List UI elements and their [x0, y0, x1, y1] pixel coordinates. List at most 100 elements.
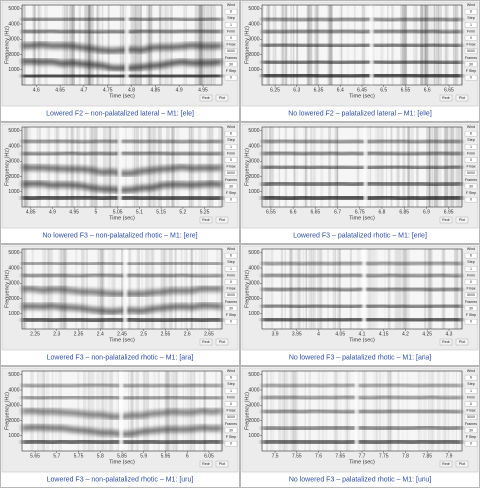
side-button-label: 6 [230, 254, 232, 258]
side-button-label: Fmin [227, 29, 235, 33]
y-tick-label: 5000 [8, 372, 19, 378]
side-button-label: 0 [230, 402, 232, 406]
spectrogram-texture [22, 249, 222, 329]
x-tick-label: 6.65 [444, 87, 454, 93]
y-tick-label: 1000 [248, 189, 259, 195]
side-button-label: Step [227, 260, 234, 264]
formant-band [262, 441, 462, 443]
formant-band [262, 31, 462, 33]
x-tick-label: 6.55 [401, 87, 411, 93]
side-button-label: F Step [226, 313, 237, 317]
side-button-label: 1 [230, 389, 232, 393]
formant-band [22, 153, 222, 155]
side-button-label: 0 [230, 158, 232, 162]
x-tick-label: 4.25 [422, 331, 432, 337]
caption: Lowered F2 – non-palatalized lateral – M… [46, 110, 194, 117]
closure-gap [123, 249, 127, 329]
side-button-label: 30 [229, 428, 233, 432]
side-button-label: 0 [230, 280, 232, 284]
x-tick-label: 4.65 [55, 87, 65, 93]
x-tick-label: 2.5 [140, 331, 147, 337]
side-button-label: 30 [469, 428, 473, 432]
x-tick-label: 5.95 [161, 453, 171, 459]
side-button-label: 0 [470, 280, 472, 284]
side-button-label: Fmax [467, 165, 476, 169]
x-tick-label: 6.75 [355, 209, 365, 215]
side-button-label: Fmax [467, 409, 476, 413]
x-tick-label: 6.65 [310, 209, 320, 215]
formant-band [262, 263, 462, 265]
y-tick-label: 5000 [248, 372, 259, 378]
side-button-label: F Step [466, 191, 477, 195]
y-axis-label: Frequency (Hz) [4, 148, 10, 186]
side-button-label: Fmax [227, 43, 236, 47]
side-button-label: Frames [465, 300, 477, 304]
bottom-button-label: Plot [459, 96, 465, 100]
x-tick-label: 6 [186, 453, 189, 459]
side-button-label: Step [227, 16, 234, 20]
formant-band [262, 183, 462, 185]
x-tick-label: 6.9 [423, 209, 430, 215]
x-tick-label: 6.3 [293, 87, 300, 93]
side-button-label: 6 [470, 132, 472, 136]
side-button-label: 5000 [227, 49, 235, 53]
x-tick-label: 5.1 [136, 209, 143, 215]
side-button-label: Wind [227, 247, 235, 251]
y-tick-label: 5000 [248, 250, 259, 256]
closure-gap [364, 127, 368, 207]
formant-band [22, 197, 222, 199]
x-tick-label: 2.45 [117, 331, 127, 337]
spectrogram-texture [262, 249, 463, 329]
x-tick-label: 5.25 [200, 209, 210, 215]
side-button-label: 5000 [227, 171, 235, 175]
caption: No lowered F3 – palatalized rhotic – M1:… [289, 354, 431, 361]
side-button-label: Fmin [467, 395, 475, 399]
side-button-label: 1 [230, 23, 232, 27]
panel: 10002000300040005000Frequency (Hz)2.252.… [1, 245, 240, 366]
x-tick-label: 7.7 [359, 453, 366, 459]
bottom-button-label: Plot [459, 462, 465, 466]
formant-band [262, 427, 462, 429]
y-tick-label: 5000 [8, 250, 19, 256]
side-button-label: Fmin [467, 151, 475, 155]
panel: 10002000300040005000Frequency (Hz)6.556.… [241, 123, 480, 244]
x-tick-label: 7.6 [315, 453, 322, 459]
x-tick-label: 5.7 [53, 453, 60, 459]
x-tick-label: 2.25 [30, 331, 40, 337]
spectrogram-texture [262, 5, 462, 85]
closure-gap [355, 371, 359, 451]
formant-band [262, 305, 462, 307]
caption: Lowered F3 – non-palatalized rhotic – M1… [47, 354, 194, 361]
panel: 10002000300040005000Frequency (Hz)3.93.9… [241, 245, 480, 366]
x-tick-label: 4.85 [150, 87, 160, 93]
spectrogram-texture [22, 371, 223, 451]
side-button-label: F Step [466, 69, 477, 73]
x-tick-label: 4.3 [445, 331, 452, 337]
x-axis-label: Time (sec) [349, 93, 375, 99]
side-button-label: 30 [229, 62, 233, 66]
side-button-label: Frames [225, 178, 237, 182]
x-tick-label: 3.9 [272, 331, 279, 337]
formant-band [22, 75, 222, 76]
side-button-label: Frames [465, 56, 477, 60]
x-tick-label: 4.9 [176, 87, 183, 93]
side-button-label: Fmax [227, 409, 236, 413]
caption: No lowered F2 – palatalized lateral – M1… [288, 110, 432, 117]
panel: 10002000300040005000Frequency (Hz)4.854.… [1, 123, 240, 244]
bottom-button-label: Plot [219, 340, 225, 344]
x-tick-label: 6.45 [357, 87, 367, 93]
x-tick-label: 5.65 [30, 453, 40, 459]
side-button-label: F Step [466, 435, 477, 439]
side-button-label: 1 [470, 267, 472, 271]
x-tick-label: 5.8 [97, 453, 104, 459]
formant-band [22, 141, 222, 143]
side-button-label: 30 [469, 62, 473, 66]
closure-gap [125, 5, 129, 85]
side-button-label: 6 [230, 376, 232, 380]
formant-band [22, 19, 222, 21]
side-button-label: 0 [470, 158, 472, 162]
x-tick-label: 4.95 [69, 209, 79, 215]
x-tick-label: 2.6 [184, 331, 191, 337]
bottom-button-label: Redr [202, 96, 211, 100]
